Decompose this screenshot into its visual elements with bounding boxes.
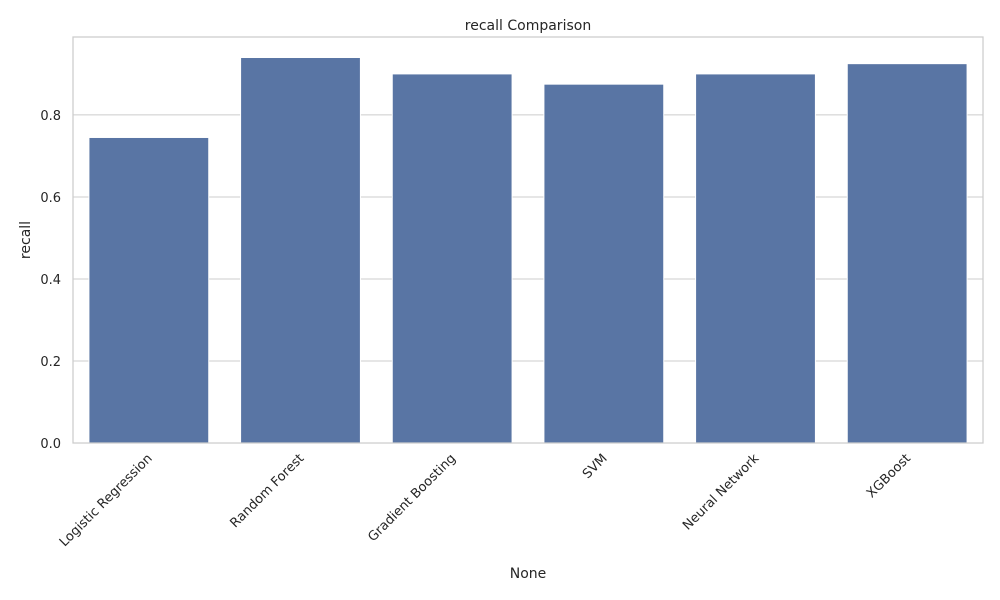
y-tick-labels: 0.0 0.2 0.4 0.6 0.8: [40, 109, 61, 452]
x-tick-label: SVM: [580, 451, 611, 482]
y-tick-label: 0.2: [40, 355, 61, 370]
x-tick-labels: Logistic Regression Random Forest Gradient…: [57, 451, 914, 550]
plot-frame: [72, 36, 984, 444]
bars: [88, 57, 968, 444]
y-tick-label: 0.4: [40, 273, 61, 288]
bar: [695, 73, 816, 444]
bar: [846, 63, 968, 444]
x-tick-label: Gradient Boosting: [365, 451, 459, 545]
y-tick-label: 0.8: [40, 109, 61, 124]
x-tick-label: Random Forest: [228, 451, 308, 531]
y-tick-label: 0.6: [40, 191, 61, 206]
y-axis-label: recall: [18, 221, 34, 259]
y-tick-label: 0.0: [40, 437, 61, 452]
gridlines: [73, 114, 983, 444]
x-tick-label: XGBoost: [864, 451, 914, 501]
bar: [391, 73, 513, 444]
x-axis-label: None: [510, 566, 547, 582]
x-tick-label: Logistic Regression: [57, 451, 156, 550]
chart-title: recall Comparison: [465, 18, 591, 34]
x-tick-label: Neural Network: [680, 451, 763, 534]
bar: [543, 83, 665, 444]
bar: [240, 57, 361, 444]
bar: [88, 136, 210, 444]
